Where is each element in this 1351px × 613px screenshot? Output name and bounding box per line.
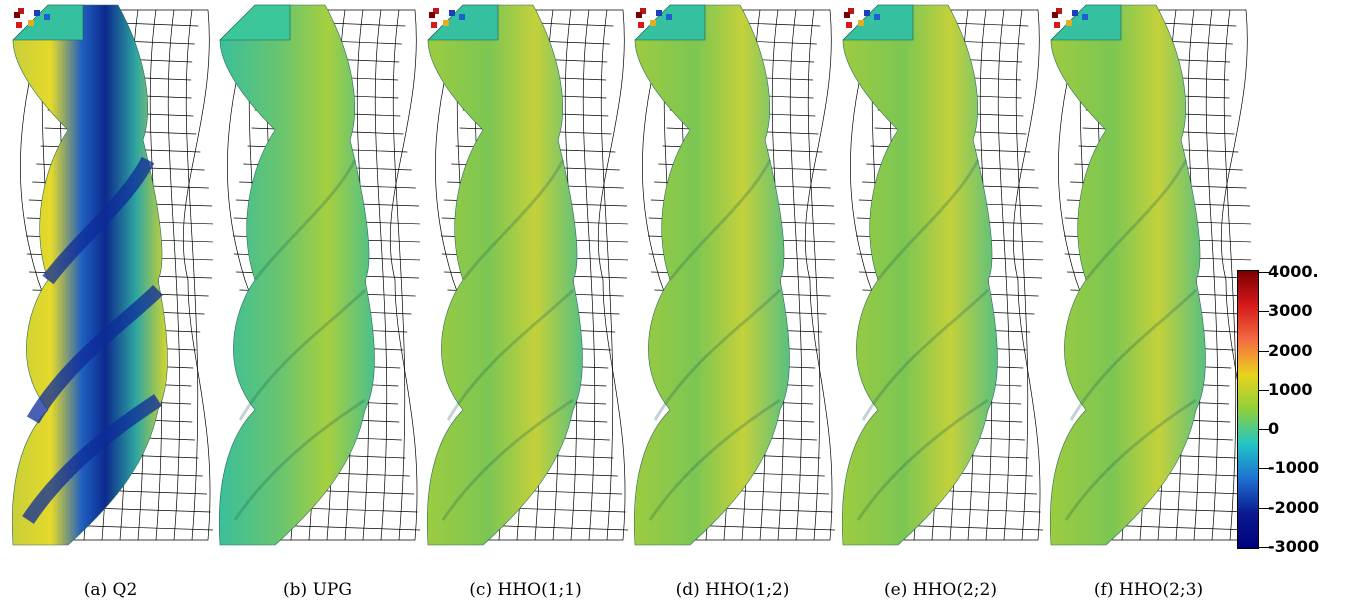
panel-caption: (c) HHO(1;1): [469, 580, 582, 600]
panel-caption: (e) HHO(2;2): [884, 580, 997, 600]
twisted-beam-image: [426, 4, 628, 546]
colorbar-tick-label: -2000: [1268, 497, 1320, 517]
helical-bands: [233, 159, 367, 521]
panel-caption: (a) Q2: [83, 580, 138, 600]
top-face-hotspots: [429, 8, 465, 28]
top-face-hotspots: [844, 8, 880, 28]
helical-bands: [1064, 159, 1198, 521]
top-face: [12, 4, 84, 41]
colorbar-tick: [1259, 507, 1269, 509]
helical-bands: [22, 156, 163, 524]
colorbar-tick: [1259, 547, 1269, 548]
panel-hho: [1046, 0, 1251, 560]
panel-caption: (d) HHO(1;2): [675, 580, 790, 600]
colorbar: [1237, 270, 1259, 549]
panel-hho: [423, 0, 628, 560]
deformed-surface: [218, 4, 375, 546]
top-face: [427, 4, 499, 41]
top-face-hotspots: [636, 8, 672, 28]
colorbar-tick-label: 0: [1268, 419, 1280, 439]
deformed-surface: [1049, 4, 1206, 546]
colorbar-tick-label: 1000: [1268, 379, 1313, 399]
colorbar-tick-label: -1000: [1268, 458, 1320, 478]
top-face: [842, 4, 914, 41]
colorbar-tick-label: 2000: [1268, 340, 1313, 360]
colorbar-tick: [1259, 272, 1269, 273]
top-face: [1050, 4, 1122, 41]
deformed-surface: [633, 4, 790, 546]
twisted-beam-image: [1049, 4, 1251, 546]
deformed-surface: [841, 4, 998, 546]
helical-bands: [648, 159, 782, 521]
colorbar-tick: [1259, 389, 1269, 391]
colorbar-tick: [1259, 350, 1269, 352]
helical-bands: [441, 159, 575, 521]
panel-caption: (f) HHO(2;3): [1093, 580, 1204, 600]
colorbar-tick-label: -3000: [1268, 537, 1320, 556]
deformed-surface: [11, 4, 168, 546]
twisted-beam-image: [11, 4, 213, 546]
twisted-beam-image: [218, 4, 420, 546]
top-face-hotspots: [1052, 8, 1088, 28]
panel-upg: [215, 0, 420, 560]
panel-q2: [8, 0, 213, 560]
colorbar-tick-label: 4000.: [1268, 262, 1319, 281]
panel-hho: [630, 0, 835, 560]
deformed-surface: [426, 4, 583, 546]
twisted-beam-image: [633, 4, 835, 546]
colorbar-tick: [1259, 429, 1269, 431]
colorbar-tick: [1259, 468, 1269, 470]
twisted-beam-image: [841, 4, 1043, 546]
top-face: [634, 4, 706, 41]
top-face-hotspots: [14, 8, 50, 28]
panel-hho: [838, 0, 1043, 560]
helical-bands: [856, 159, 990, 521]
colorbar-tick: [1259, 311, 1269, 313]
colorbar-tick-label: 3000: [1268, 301, 1313, 321]
top-face: [219, 4, 291, 41]
panel-caption: (b) UPG: [283, 580, 352, 600]
